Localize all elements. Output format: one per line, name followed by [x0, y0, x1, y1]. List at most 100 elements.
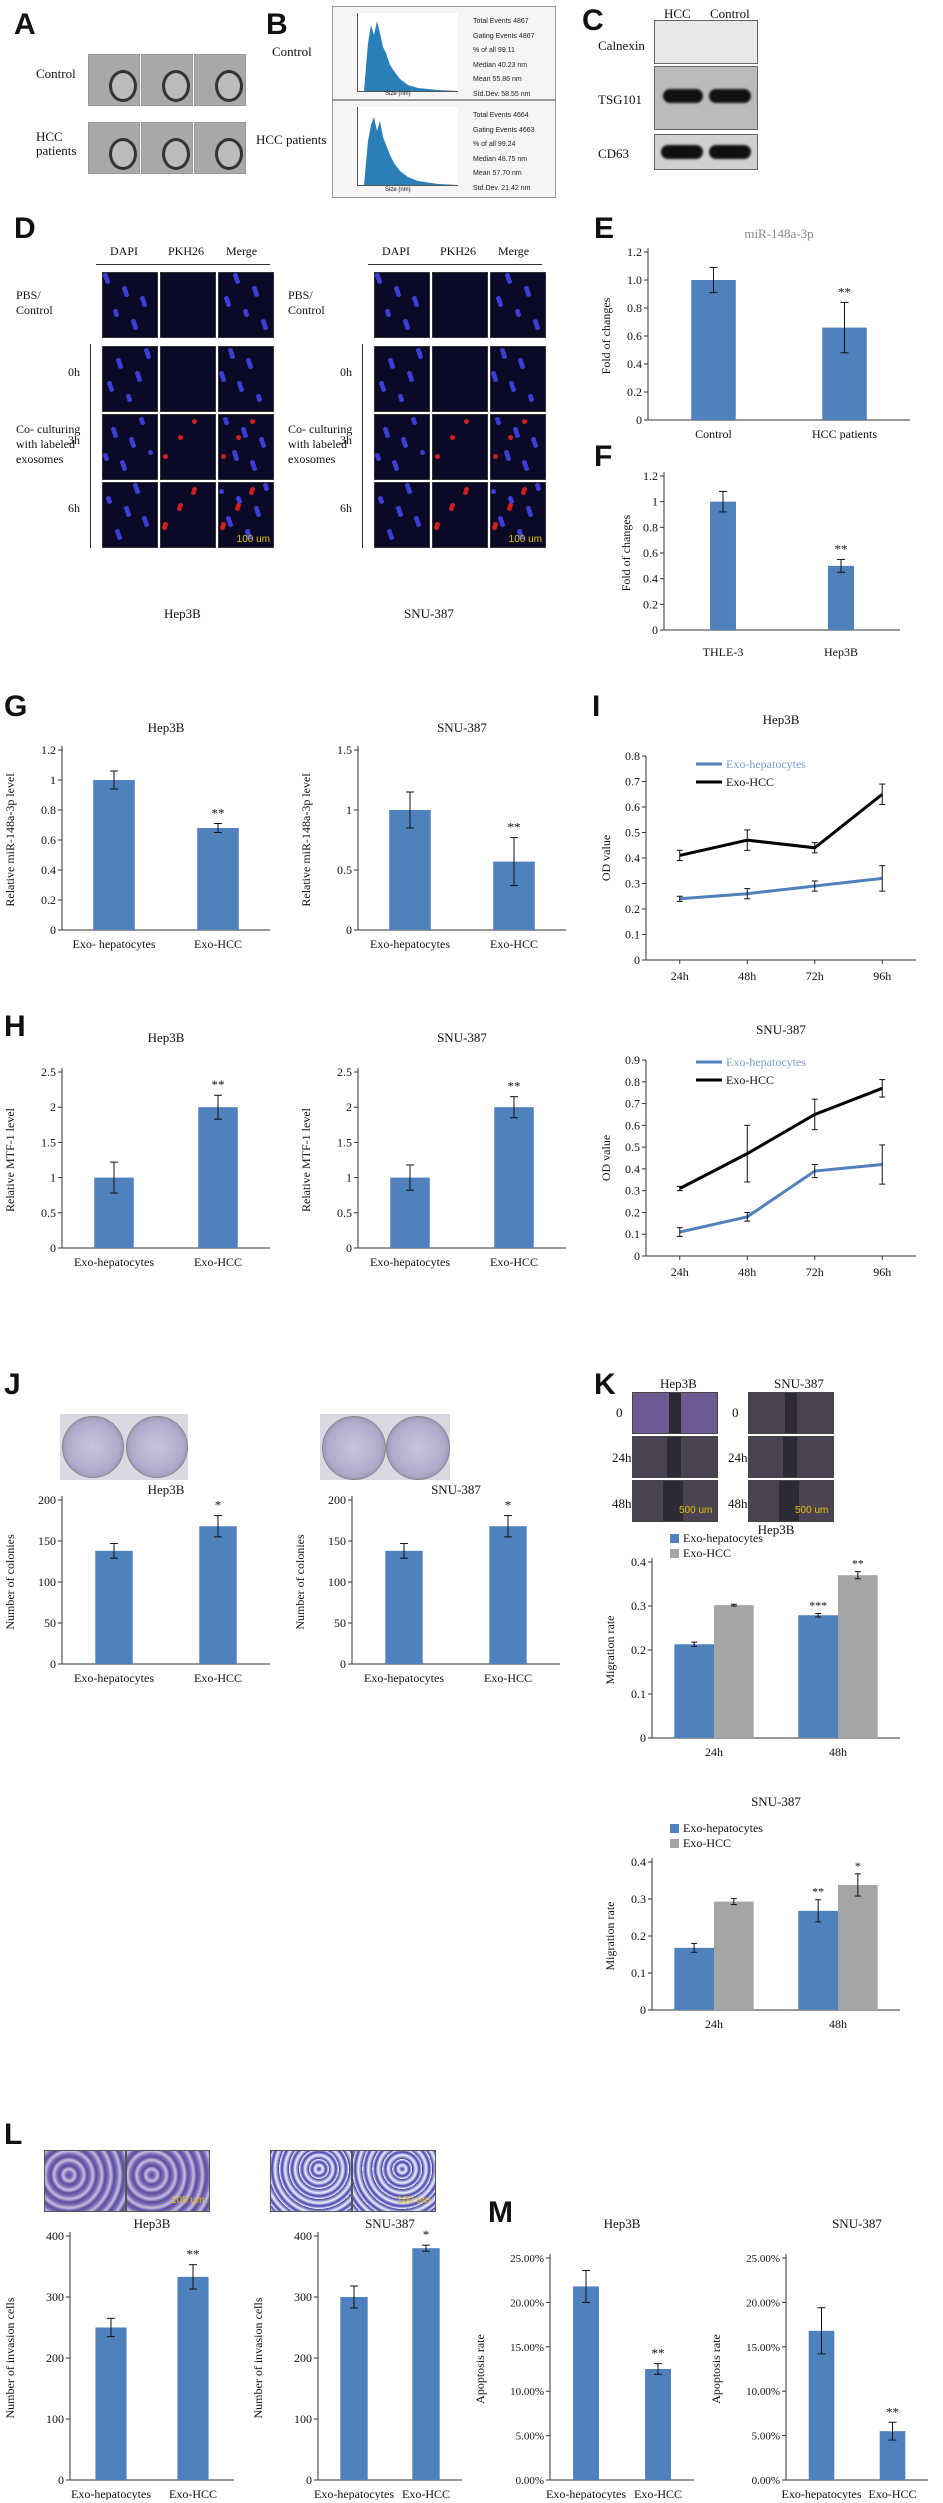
exosome-dot: [508, 435, 513, 440]
fluorescence-image: [490, 346, 546, 412]
nucleus-dot: [516, 312, 521, 317]
nucleus-dot: [396, 506, 401, 511]
legend-swatch: [670, 1549, 679, 1558]
x-tick-label: 24h: [671, 969, 689, 983]
y-tick-label: 5.00%: [516, 2431, 544, 2443]
western-blot-cd63: [654, 134, 758, 170]
nucleus-dot: [224, 296, 229, 301]
nucleus-dot: [519, 535, 524, 540]
fluorescence-image: [102, 414, 158, 480]
y-tick-label: 200: [294, 2351, 312, 2365]
y-tick-label: 0.00%: [516, 2475, 544, 2487]
panel-letter-a: A: [14, 8, 36, 41]
y-tick-label: 0: [652, 623, 658, 637]
y-tick-label: 0: [346, 1241, 352, 1255]
nucleus-dot: [130, 440, 135, 445]
y-tick-label: 50: [44, 1616, 56, 1630]
em-image: [194, 122, 246, 174]
nucleus-dot: [531, 437, 536, 442]
stat-label: Gating Events: [473, 32, 517, 40]
y-tick-label: 100: [46, 2412, 64, 2426]
x-tick-label: 24h: [671, 1265, 689, 1279]
panel-k-row-24h: 24h: [612, 1450, 632, 1465]
nucleus-dot: [509, 499, 514, 504]
exosome-dot: [435, 454, 440, 459]
fluorescence-image: 100 um: [218, 482, 274, 548]
panel-letter-m: M: [488, 2196, 513, 2229]
y-tick-label: 100: [328, 1575, 346, 1589]
western-row-calnexin: Calnexin: [598, 38, 645, 53]
exosome-dot: [192, 487, 197, 492]
stat-label: Total Events: [473, 18, 512, 25]
nucleus-dot: [506, 456, 511, 461]
y-tick-label: 200: [38, 1493, 56, 1507]
panel-d-col-label: PKH26: [440, 244, 477, 258]
western-col-control: Control: [710, 6, 750, 21]
chart-j-hep3b: Hep3B 0 50 100 150 200 Number of colonies Exo-h…: [3, 1482, 270, 1685]
bar: [674, 1644, 714, 1738]
nucleus-dot: [496, 420, 501, 425]
nucleus-dot: [392, 460, 397, 465]
nucleus-dot: [534, 322, 539, 327]
y-tick-label: 5.00%: [752, 2431, 780, 2443]
nucleus-dot: [411, 417, 416, 422]
y-tick-label: 400: [46, 2229, 64, 2243]
y-tick-label: 150: [328, 1534, 346, 1548]
y-tick-label: 0.00%: [752, 2475, 780, 2487]
x-tick-label: Exo-hepatocytes: [364, 1671, 444, 1685]
chart-f: 0 0.2 0.4 0.6 0.8 1 1.2 Fold of changes THLE-3 **…: [620, 469, 900, 659]
nucleus-dot: [506, 276, 511, 281]
y-axis-label: Relative miR-148a-3p level: [299, 773, 313, 907]
y-tick-label: 1.5: [41, 1135, 56, 1149]
chart-m-snu387: SNU-387 0.00% 5.00% 10.00% 15.00% 20.00% 25.00…: [709, 2216, 928, 2500]
nucleus-dot: [136, 374, 141, 379]
stat-unit: nm: [520, 184, 531, 192]
western-blot-calnexin: [654, 20, 758, 64]
nucleus-dot: [257, 397, 262, 402]
x-tick-label: Exo- hepatocytes: [73, 937, 156, 951]
nucleus-dot: [223, 417, 228, 422]
y-axis-label: Apoptosis rate: [473, 2334, 487, 2404]
y-tick-label: 0.3: [631, 1599, 646, 1613]
significance-label: **: [835, 541, 848, 556]
nucleus-dot: [239, 387, 244, 392]
nucleus-dot: [264, 486, 269, 491]
nucleus-dot: [533, 319, 538, 324]
y-tick-label: 0.7: [625, 775, 640, 789]
nucleus-dot: [230, 354, 235, 359]
nucleus-dot: [376, 276, 381, 281]
panel-letter-b: B: [266, 8, 288, 41]
nucleus-dot: [523, 463, 528, 468]
nucleus-dot: [376, 456, 381, 461]
nucleus-dot: [417, 351, 422, 356]
fluorescence-image: [374, 272, 430, 338]
nucleus-dot: [491, 489, 496, 494]
scale-bar-label: 100 um: [397, 2195, 431, 2206]
nucleus-dot: [234, 456, 239, 461]
y-tick-label: 0: [50, 1241, 56, 1255]
bar: [838, 1575, 878, 1738]
nucleus-dot: [412, 296, 417, 301]
nucleus-dot: [381, 387, 386, 392]
nucleus-dot: [394, 466, 399, 471]
y-tick-label: 0: [340, 1657, 346, 1671]
x-tick-label: 96h: [873, 969, 891, 983]
chart-m-hep3b: Hep3B 0.00% 5.00% 10.00% 15.00% 20.00% 25.00% A…: [473, 2216, 694, 2500]
nucleus-dot: [527, 509, 532, 514]
nucleus-dot: [507, 279, 512, 284]
y-tick-label: 15.00%: [510, 2342, 544, 2354]
nucleus-dot: [491, 371, 496, 376]
series-line: [679, 876, 883, 901]
y-axis-label: Number of invasion cells: [3, 2297, 17, 2418]
nucleus-dot: [398, 512, 403, 517]
blot-band: [661, 145, 703, 159]
nucleus-dot: [246, 358, 251, 363]
y-tick-label: 0.8: [625, 749, 640, 763]
x-tick-label: Exo-HCC: [402, 2487, 450, 2500]
histogram-plot: [357, 107, 458, 186]
nucleus-dot: [247, 361, 252, 366]
panel-d-group-label: Co- culturing with labeled exosomes: [288, 422, 353, 466]
nucleus-dot: [408, 374, 413, 379]
migration-image: [748, 1392, 834, 1434]
bar: [340, 2297, 368, 2480]
